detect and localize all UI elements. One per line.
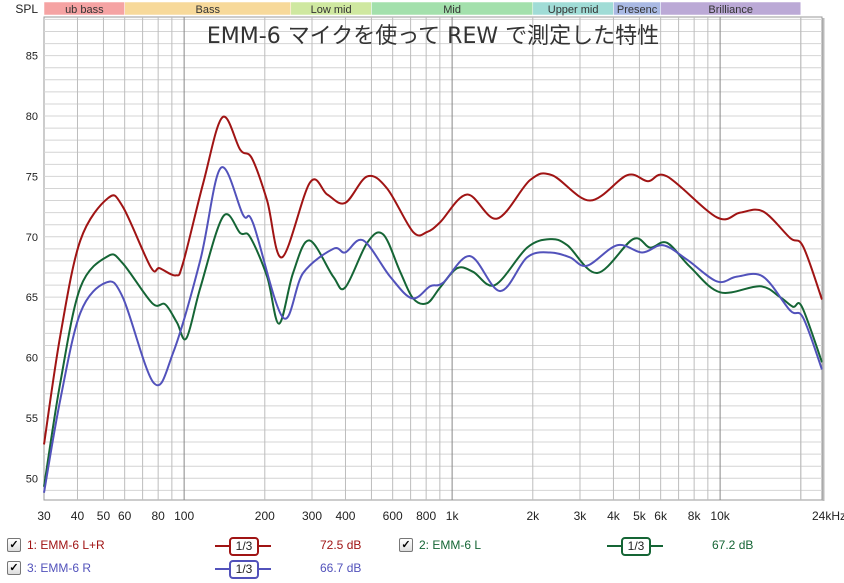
- series-name[interactable]: 2: EMM-6 L: [419, 538, 482, 552]
- x-tick-label: 2k: [526, 509, 540, 523]
- x-tick-label: 24kHz: [812, 509, 844, 523]
- band-label: Brilliance: [708, 4, 753, 16]
- x-tick-label: 10k: [710, 509, 730, 523]
- x-tick-label: 600: [383, 509, 403, 523]
- series-line-2: [43, 213, 823, 487]
- series-level: 66.7 dB: [320, 561, 362, 575]
- band-6: [660, 1, 802, 16]
- band-label: Mid: [443, 4, 461, 16]
- x-tick-label: 5k: [633, 509, 647, 523]
- series-visibility-checkbox[interactable]: ✓: [7, 561, 21, 575]
- frequency-bands: ub bass Bass Low mid Mid Upper mid Presenc Bri…: [43, 1, 802, 16]
- smoothing-button[interactable]: 1/3: [215, 537, 271, 556]
- x-tick-label: 60: [118, 509, 132, 523]
- smoothing-button[interactable]: 1/3: [215, 560, 271, 579]
- x-tick-label: 8k: [688, 509, 702, 523]
- series-line-3: [43, 166, 823, 493]
- grid: [44, 17, 822, 500]
- plot-area: [43, 16, 823, 501]
- legend-item: ✓ 1: EMM-6 L+R 1/3 72.5 dB: [0, 537, 392, 556]
- x-tick-label: 300: [302, 509, 322, 523]
- series-level: 72.5 dB: [320, 538, 362, 552]
- smoothing-button[interactable]: 1/3: [607, 537, 663, 556]
- x-tick-label: 100: [174, 509, 194, 523]
- band-label: Low mid: [311, 4, 352, 16]
- band-label: Upper mid: [548, 4, 599, 16]
- y-tick-label: 55: [26, 413, 38, 425]
- y-tick-label: 60: [26, 353, 38, 365]
- y-tick-label: 65: [26, 292, 38, 304]
- x-tick-label: 200: [255, 509, 275, 523]
- band-label: Bass: [195, 4, 220, 16]
- series-visibility-checkbox[interactable]: ✓: [399, 538, 413, 552]
- series-level: 67.2 dB: [712, 538, 754, 552]
- x-tick-label: 30: [37, 509, 51, 523]
- x-tick-label: 6k: [654, 509, 668, 523]
- band-label: Presenc: [617, 4, 658, 16]
- y-tick-label: 75: [26, 171, 38, 183]
- chart-title: EMM-6 マイクを使って REW で測定した特性: [207, 24, 659, 49]
- series-line-1: [43, 115, 823, 445]
- series-name[interactable]: 3: EMM-6 R: [27, 561, 92, 575]
- smoothing-label: 1/3: [229, 537, 259, 556]
- smoothing-label: 1/3: [229, 560, 259, 579]
- smoothing-label: 1/3: [621, 537, 651, 556]
- x-tick-label: 4k: [607, 509, 621, 523]
- x-tick-label: 80: [151, 509, 165, 523]
- y-tick-label: 80: [26, 111, 38, 123]
- curves: [43, 115, 823, 493]
- x-tick-label: 40: [71, 509, 85, 523]
- x-tick-label: 800: [416, 509, 436, 523]
- x-tick-label: 50: [97, 509, 111, 523]
- y-tick-label: 50: [26, 473, 38, 485]
- series-visibility-checkbox[interactable]: ✓: [7, 538, 21, 552]
- y-axis-label: SPL: [15, 2, 38, 16]
- legend-item: ✓ 2: EMM-6 L 1/3 67.2 dB: [392, 537, 784, 556]
- x-tick-label: 400: [335, 509, 355, 523]
- y-tick-label: 85: [26, 51, 38, 63]
- frequency-response-chart: ub bass Bass Low mid Mid Upper mid Presenc Bri…: [15, 1, 844, 523]
- series-name[interactable]: 1: EMM-6 L+R: [27, 538, 105, 552]
- legend-item: ✓ 3: EMM-6 R 1/3 66.7 dB: [0, 560, 392, 579]
- axis-ticks: 50 55 60 65 70 75 80 85 30 40 50 60 80 100 200 300 400 60…: [26, 51, 844, 523]
- y-tick-label: 70: [26, 232, 38, 244]
- x-tick-label: 3k: [574, 509, 588, 523]
- x-tick-label: 1k: [446, 509, 460, 523]
- band-label: ub bass: [65, 4, 104, 16]
